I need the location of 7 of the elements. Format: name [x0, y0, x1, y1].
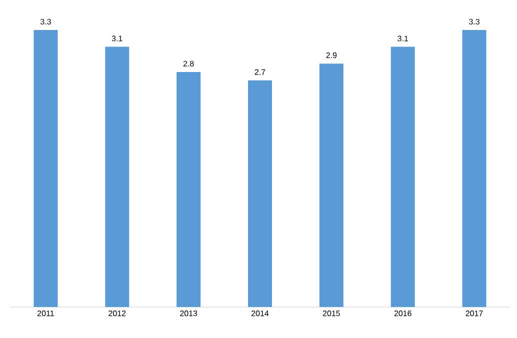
bar: [390, 46, 415, 307]
bar: [319, 64, 344, 307]
bar: [248, 80, 272, 307]
bar: [462, 30, 486, 307]
bar: [176, 72, 201, 307]
bar: [105, 46, 130, 307]
bar: [34, 30, 58, 307]
